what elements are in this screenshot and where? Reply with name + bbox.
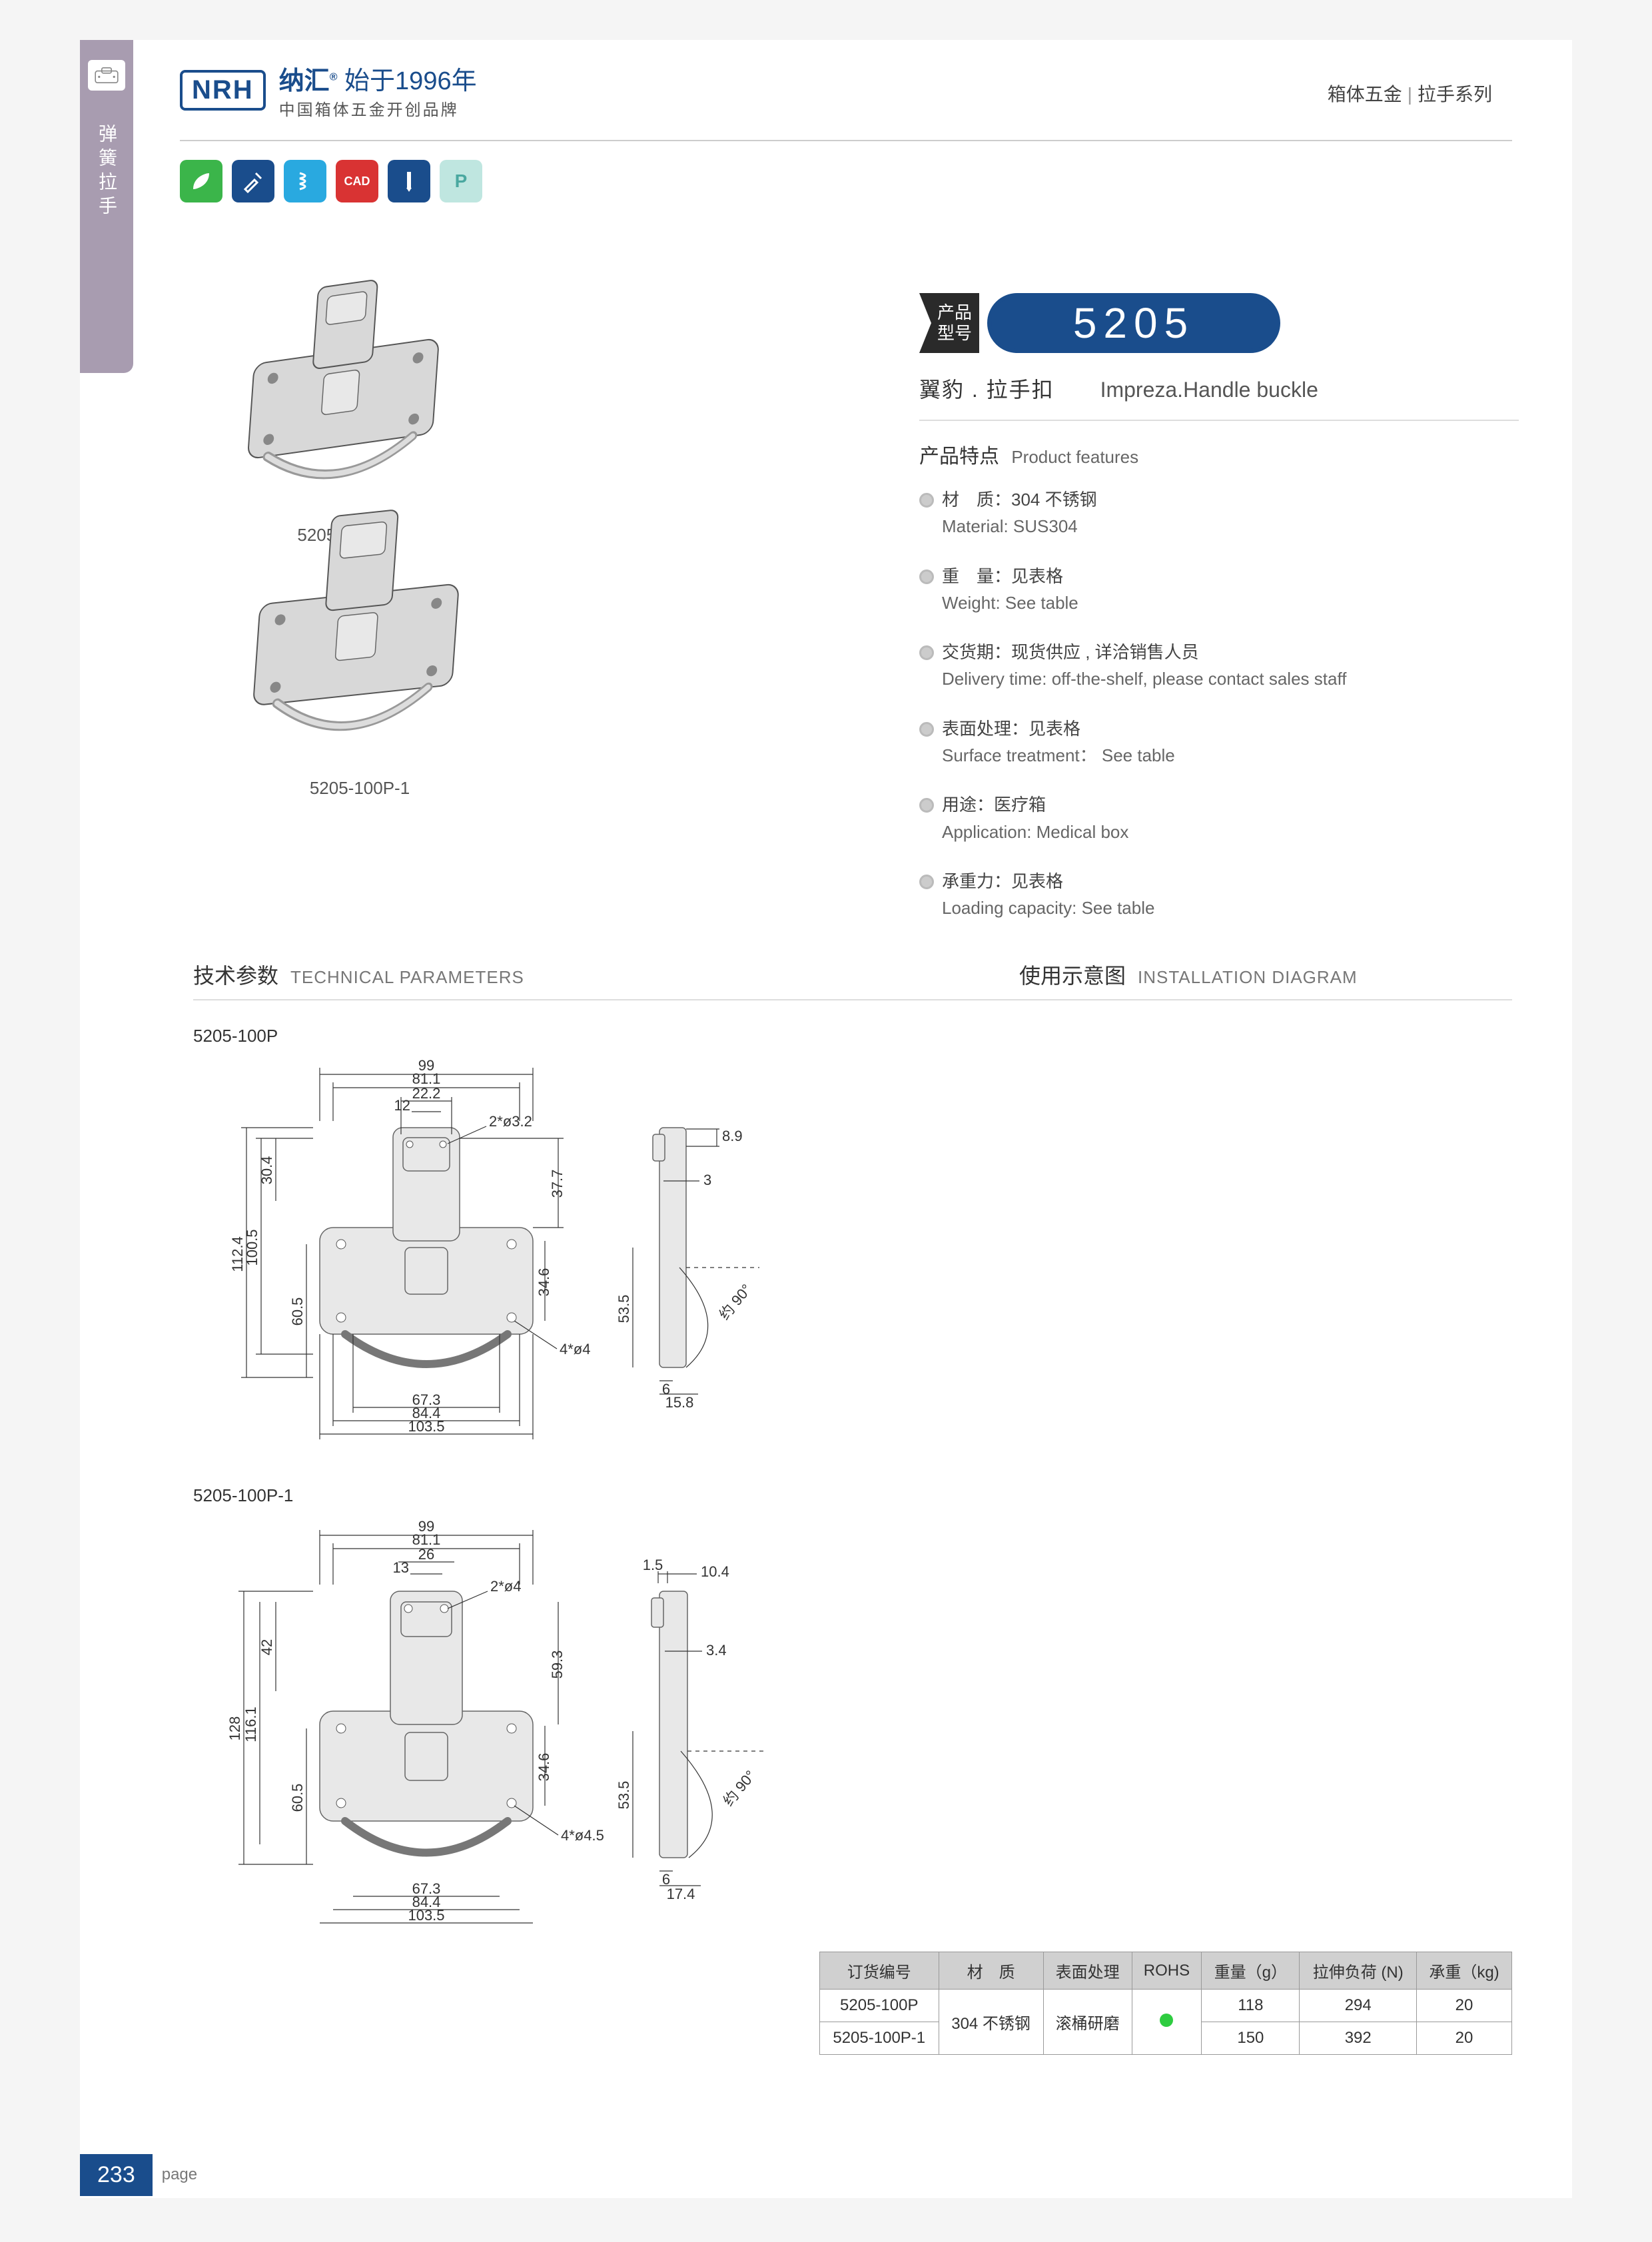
svg-text:3: 3 <box>703 1172 711 1188</box>
svg-text:60.5: 60.5 <box>289 1298 306 1326</box>
svg-text:8.9: 8.9 <box>722 1128 743 1144</box>
feature-icon-row: CAD P <box>180 160 482 202</box>
table-header: 承重（kg) <box>1417 1952 1512 1990</box>
model-number: 5205 <box>1073 298 1194 348</box>
feature-icon <box>232 160 274 202</box>
feature-icon <box>180 160 222 202</box>
side-category-tab: 弹簧拉手 <box>80 40 133 373</box>
feature-icon: CAD <box>336 160 378 202</box>
features-list: 材 质：304 不锈钢Material: SUS304 重 量：见表格Weight… <box>919 486 1519 922</box>
feature-item: 交货期：现货供应 , 详洽销售人员Delivery time: off-the-… <box>919 639 1519 693</box>
svg-text:3.4: 3.4 <box>706 1642 727 1659</box>
tech-drawing-2-label: 5205-100P-1 <box>193 1485 793 1506</box>
brand-slogan: 中国箱体五金开创品牌 <box>279 97 477 120</box>
svg-text:116.1: 116.1 <box>242 1706 259 1742</box>
model-subtitle: 翼豹 . 拉手扣 Impreza.Handle buckle <box>919 373 1318 404</box>
svg-text:4*ø4: 4*ø4 <box>560 1341 590 1357</box>
brand-name: 纳汇 <box>279 67 330 95</box>
model-label: 产品 型号 <box>919 293 979 353</box>
svg-text:15.8: 15.8 <box>665 1394 694 1411</box>
svg-text:100.5: 100.5 <box>244 1229 260 1266</box>
page-number-value: 233 <box>80 2154 153 2196</box>
table-header: 拉伸负荷 (N) <box>1300 1952 1417 1990</box>
svg-text:53.5: 53.5 <box>616 1295 632 1323</box>
svg-text:60.5: 60.5 <box>289 1784 306 1812</box>
svg-text:34.6: 34.6 <box>536 1753 552 1782</box>
product-image-2: 5205-100P-1 <box>193 493 526 799</box>
feature-icon <box>284 160 326 202</box>
breadcrumb-a: 箱体五金 <box>1328 84 1402 105</box>
tech-drawing-2: 5205-100P-1 99 81.1 26 13 <box>193 1485 793 1984</box>
svg-text:42: 42 <box>258 1639 275 1655</box>
svg-text:17.4: 17.4 <box>667 1886 695 1902</box>
feature-icon: P <box>440 160 482 202</box>
svg-text:30.4: 30.4 <box>258 1156 275 1185</box>
svg-text:2*ø4: 2*ø4 <box>490 1578 521 1595</box>
page-number: 233 page <box>80 2151 197 2198</box>
svg-text:1.5: 1.5 <box>643 1557 663 1573</box>
brand-logo: NRH <box>180 70 266 111</box>
section-tech-title: 技术参数TECHNICAL PARAMETERS <box>193 959 524 990</box>
svg-text:12: 12 <box>394 1097 410 1114</box>
feature-item: 用途：医疗箱Application: Medical box <box>919 791 1519 845</box>
divider <box>180 140 1512 141</box>
tech-drawing-1-label: 5205-100P <box>193 1026 793 1046</box>
section-install-title: 使用示意图INSTALLATION DIAGRAM <box>1019 959 1358 990</box>
svg-text:59.3: 59.3 <box>549 1651 566 1679</box>
svg-text:34.6: 34.6 <box>536 1268 552 1297</box>
svg-text:53.5: 53.5 <box>616 1781 632 1810</box>
svg-text:约 90°: 约 90° <box>716 1281 755 1323</box>
features-block: 产品特点 Product features 材 质：304 不锈钢Materia… <box>919 440 1519 944</box>
svg-text:103.5: 103.5 <box>408 1418 444 1435</box>
feature-item: 承重力：见表格Loading capacity: See table <box>919 868 1519 922</box>
table-row: 5205-100P304 不锈钢滚桶研磨11829420 <box>820 1990 1512 2022</box>
table-header: 材 质 <box>939 1952 1043 1990</box>
svg-text:22.2: 22.2 <box>412 1085 441 1102</box>
table-header: 重量（g） <box>1202 1952 1300 1990</box>
brand-text: 纳汇® 始于1996年 中国箱体五金开创品牌 <box>279 60 477 120</box>
svg-text:10.4: 10.4 <box>701 1563 729 1580</box>
page-header: NRH 纳汇® 始于1996年 中国箱体五金开创品牌 <box>180 60 477 120</box>
feature-icon <box>388 160 430 202</box>
table-header: 表面处理 <box>1043 1952 1132 1990</box>
divider <box>919 420 1519 421</box>
side-tab-label: 弹簧拉手 <box>93 124 120 220</box>
feature-item: 重 量：见表格Weight: See table <box>919 563 1519 617</box>
divider <box>193 999 1512 1000</box>
breadcrumb: 箱体五金|拉手系列 <box>1328 80 1492 107</box>
rohs-dot-icon <box>1160 2014 1173 2027</box>
page-number-label: page <box>162 2165 197 2184</box>
svg-text:约 90°: 约 90° <box>720 1767 759 1809</box>
svg-text:103.5: 103.5 <box>408 1907 444 1924</box>
brand-since: 始于1996年 <box>344 67 477 95</box>
feature-item: 材 质：304 不锈钢Material: SUS304 <box>919 486 1519 540</box>
spec-table-header-row: 订货编号材 质表面处理ROHS重量（g）拉伸负荷 (N)承重（kg) <box>820 1952 1512 1990</box>
model-number-pill: 5205 <box>987 293 1280 353</box>
product-images: 5205-100P 5205-100P-1 <box>193 266 793 866</box>
breadcrumb-b: 拉手系列 <box>1418 84 1492 105</box>
tech-drawing-1: 5205-100P 99 81.1 <box>193 1026 793 1484</box>
feature-item: 表面处理：见表格Surface treatment： See table <box>919 715 1519 769</box>
svg-text:4*ø4.5: 4*ø4.5 <box>561 1827 604 1844</box>
svg-text:26: 26 <box>418 1546 434 1563</box>
svg-text:2*ø3.2: 2*ø3.2 <box>489 1113 532 1130</box>
table-header: ROHS <box>1132 1952 1202 1990</box>
tech-drawing-2-svg: 99 81.1 26 13 2*ø4 128 116.1 42 59.3 34.… <box>193 1514 793 1980</box>
features-title: 产品特点 Product features <box>919 440 1519 469</box>
spec-table: 订货编号材 质表面处理ROHS重量（g）拉伸负荷 (N)承重（kg) 5205-… <box>819 1952 1512 2055</box>
model-badge: 产品 型号 5205 <box>919 293 1280 353</box>
table-header: 订货编号 <box>820 1952 939 1990</box>
product-image-2-label: 5205-100P-1 <box>193 778 526 799</box>
side-tab-icon <box>88 60 125 91</box>
svg-text:13: 13 <box>393 1559 409 1576</box>
svg-text:128: 128 <box>226 1716 243 1741</box>
tech-drawing-1-svg: 99 81.1 22.2 12 2*ø3.2 112.4 100.5 30.4 <box>193 1054 793 1481</box>
svg-text:37.7: 37.7 <box>549 1170 566 1198</box>
